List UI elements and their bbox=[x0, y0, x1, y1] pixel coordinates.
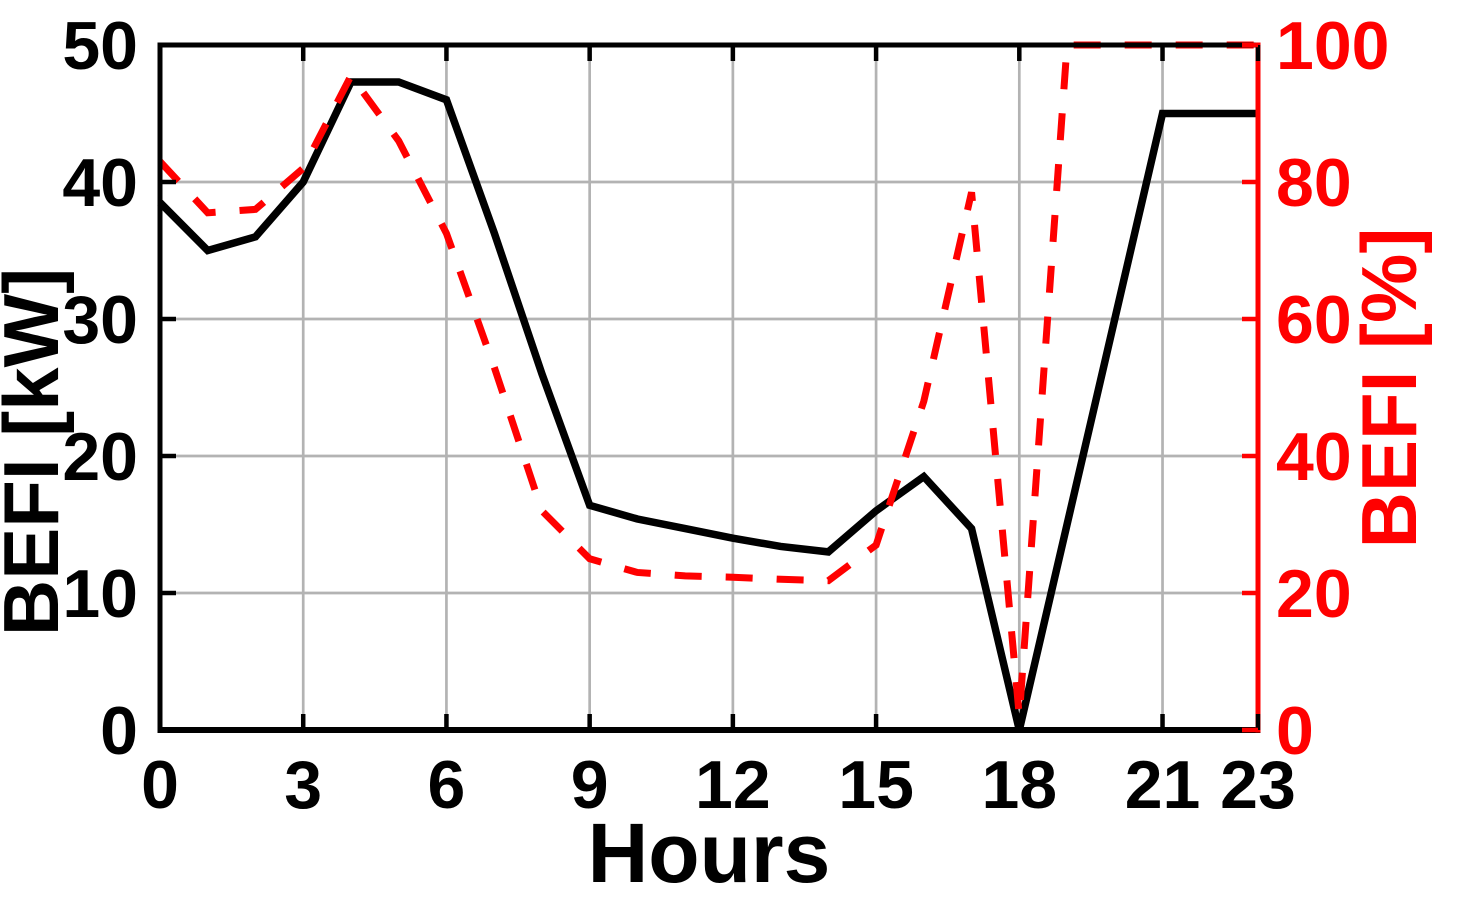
x-tick-label: 21 bbox=[1125, 747, 1201, 823]
y-tick-label-left: 30 bbox=[62, 282, 138, 358]
y-tick-label-right: 60 bbox=[1276, 282, 1352, 358]
y-axis-label-left: BEFI [kW] bbox=[0, 268, 75, 636]
y-tick-label-left: 20 bbox=[62, 419, 138, 495]
axes-and-ticks bbox=[157, 42, 1261, 733]
tick-labels: 0 10 20 30 40 50 0 20 40 60 80 100 0 3 6 9 12 15 18 21 23 bbox=[62, 8, 1389, 823]
x-tick-label: 9 bbox=[571, 747, 609, 823]
x-tick-label: 23 bbox=[1220, 747, 1296, 823]
gridlines bbox=[160, 45, 1258, 730]
x-axis-label: Hours bbox=[588, 806, 831, 900]
y-tick-label-left: 10 bbox=[62, 556, 138, 632]
y-axis-label-right: BEFI [%] bbox=[1345, 228, 1433, 549]
x-tick-label: 15 bbox=[838, 747, 914, 823]
y-tick-label-right: 80 bbox=[1276, 145, 1352, 221]
y-tick-label-right: 40 bbox=[1276, 419, 1352, 495]
x-tick-label: 18 bbox=[981, 747, 1057, 823]
x-tick-label: 3 bbox=[284, 747, 322, 823]
x-tick-label: 12 bbox=[695, 747, 771, 823]
y-tick-label-left: 50 bbox=[62, 8, 138, 84]
befi-kw-line bbox=[157, 78, 1258, 731]
y-tick-label-left: 0 bbox=[100, 693, 138, 769]
y-tick-label-right: 100 bbox=[1276, 8, 1389, 84]
x-tick-label: 6 bbox=[428, 747, 466, 823]
x-tick-label: 0 bbox=[141, 747, 179, 823]
y-tick-label-left: 40 bbox=[62, 145, 138, 221]
y-tick-label-right: 20 bbox=[1276, 556, 1352, 632]
y-tick-label-right: 0 bbox=[1276, 693, 1314, 769]
data-series bbox=[157, 41, 1258, 731]
